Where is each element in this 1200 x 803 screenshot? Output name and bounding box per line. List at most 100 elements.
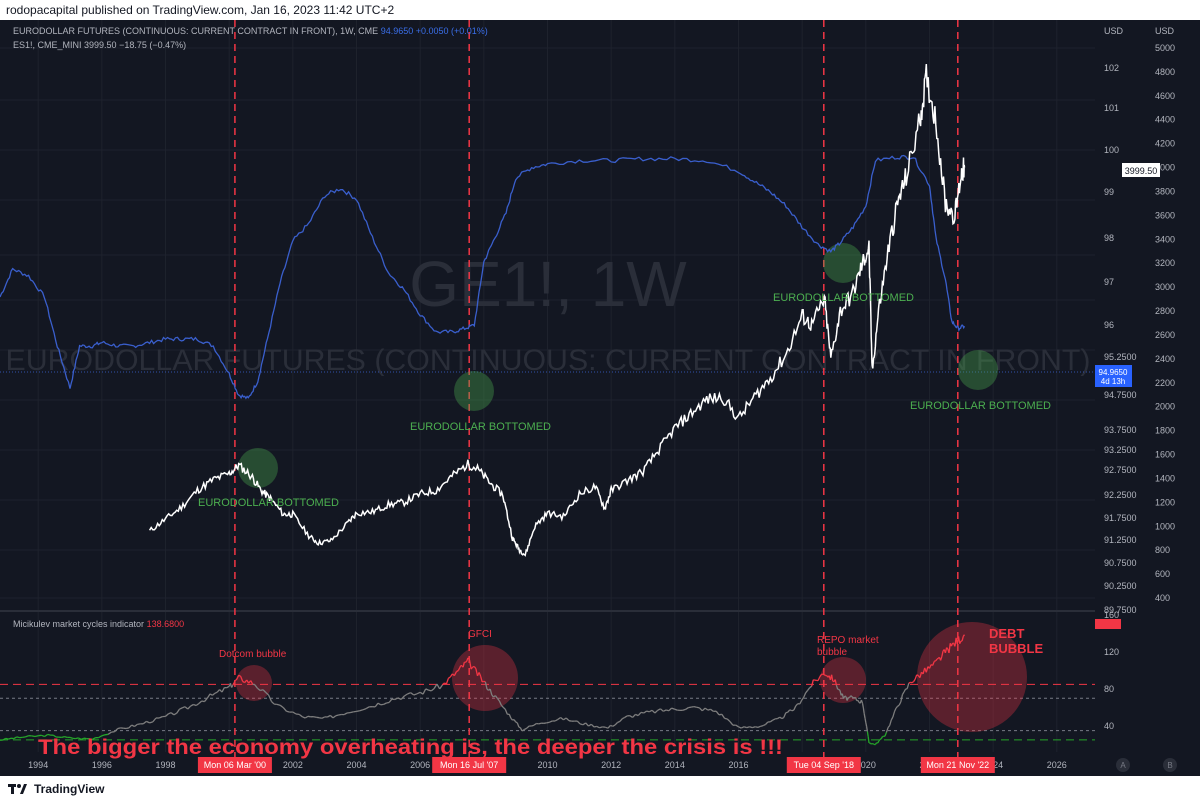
indicator-segment: [596, 725, 600, 729]
indicator-segment: [47, 733, 51, 736]
indicator-segment: [860, 699, 864, 704]
indicator-segment: [195, 702, 200, 707]
axis-tick-outer: 3600: [1155, 210, 1175, 220]
indicator-segment: [925, 666, 929, 673]
indicator-segment: [41, 734, 45, 738]
indicator-segment: [671, 707, 675, 710]
indicator-segment: [518, 726, 521, 729]
indicator-segment: [104, 733, 109, 736]
axis-tick-outer: 2400: [1155, 354, 1175, 364]
indicator-segment: [901, 691, 905, 696]
indicator-segment: [442, 682, 445, 686]
indicator-segment: [190, 703, 194, 707]
eurodollar-series: [0, 154, 966, 400]
indicator-segment: [861, 703, 865, 709]
indicator-segment: [478, 672, 482, 677]
legend-indicator-name: Micikulev market cycles indicator: [13, 619, 145, 629]
event-date-tag: [197, 757, 272, 773]
indicator-segment: [817, 676, 821, 681]
indicator-segment: [830, 674, 834, 682]
axis-tick-inner: 92.7500: [1104, 465, 1137, 475]
indicator-segment: [187, 705, 192, 710]
time-axis[interactable]: 1994199619982000200220042006200820102012…: [28, 757, 1067, 773]
bottom-highlight-circle: [958, 350, 998, 390]
chart-background: [0, 20, 1200, 776]
indicator-segment: [582, 722, 587, 726]
indicator-segment: [760, 724, 764, 727]
indicator-segment: [117, 727, 121, 730]
indicator-segment: [612, 724, 616, 727]
event-date-tag: [432, 757, 507, 773]
indicator-segment: [445, 678, 450, 685]
indicator-segment: [857, 699, 860, 703]
indicator-segment: [365, 706, 370, 710]
indicator-segment: [799, 699, 803, 705]
indicator-segment: [599, 726, 603, 729]
axis-tick-outer: 4800: [1155, 67, 1175, 77]
auto-scale-button[interactable]: [1116, 758, 1130, 772]
indicator-segment: [388, 698, 393, 703]
axis-unit-inner: USD: [1104, 26, 1124, 36]
indicator-segment: [307, 715, 311, 718]
axis-tick-outer: 800: [1155, 545, 1170, 555]
indicator-segment: [755, 726, 759, 729]
indicator-segment: [313, 716, 317, 718]
bubble-label-line2: bubble: [817, 647, 847, 658]
indicator-segment: [865, 722, 868, 727]
axis-tick-inner: 92.2500: [1104, 490, 1137, 500]
bubble-label-line1: REPO market: [817, 635, 879, 646]
legend-indicator[interactable]: Micikulev market cycles indicator 138.68…: [13, 619, 184, 629]
legend-es[interactable]: ES1!, CME_MINI 3999.50 −18.75 (−0.47%): [13, 40, 186, 50]
indicator-segment: [400, 695, 405, 700]
indicator-segment: [707, 708, 711, 711]
indicator-segment: [588, 723, 592, 727]
indicator-segment: [34, 735, 39, 738]
indicator-segment: [329, 714, 334, 719]
bottom-label: EURODOLLAR BOTTOMED: [198, 497, 339, 509]
indicator-segment: [513, 719, 517, 723]
time-tick: 2014: [665, 760, 685, 770]
indicator-segment: [660, 708, 664, 712]
indicator-segment: [64, 735, 68, 739]
indicator-segment: [746, 726, 750, 729]
indicator-segment: [524, 727, 528, 731]
indicator-segment: [617, 720, 621, 724]
indicator-segment: [819, 674, 822, 678]
grid: [0, 20, 1095, 752]
scale-buttons[interactable]: A B: [1116, 758, 1177, 772]
indicator-segment: [335, 714, 339, 717]
indicator-segment: [468, 659, 472, 670]
indicator-segment: [473, 666, 477, 669]
legend-main-values: 94.9650 +0.0050 (+0.01%): [380, 26, 488, 36]
indicator-segment: [674, 708, 678, 711]
indicator-segment: [614, 722, 618, 726]
indicator-segment: [430, 688, 435, 692]
time-tick: 1996: [92, 760, 112, 770]
legend-es-values: 3999.50 −18.75 (−0.47%): [84, 40, 187, 50]
indicator-segment: [838, 688, 841, 691]
indicator-segment: [865, 726, 869, 732]
bubble-highlight-circle: [820, 657, 866, 703]
legend-main[interactable]: EURODOLLAR FUTURES (CONTINUOUS: CURRENT …: [13, 26, 488, 36]
indicator-segment: [482, 680, 484, 683]
indicator-segment: [168, 712, 172, 715]
indicator-segment: [895, 705, 899, 709]
indicator-segment: [16, 736, 20, 739]
indicator-segment: [696, 706, 700, 709]
indicator-segment: [448, 676, 451, 679]
indicator-segment: [491, 694, 494, 698]
log-scale-button[interactable]: [1163, 758, 1177, 772]
es-last-value: 3999.50: [1125, 166, 1158, 176]
axis-tick-inner: 93.7500: [1104, 425, 1137, 435]
price-axis[interactable]: USD USD 102 101 100 99 98 97 96 95.2500 94.7500 93.…: [0, 20, 1200, 776]
indicator-segment: [484, 681, 488, 690]
indicator-segment: [134, 723, 138, 728]
indicator-segment: [704, 707, 709, 711]
indicator-segment: [179, 707, 183, 710]
indicator-segment: [232, 682, 235, 686]
indicator-segment: [494, 695, 498, 699]
indicator-segment: [89, 738, 93, 741]
indicator-segment: [377, 702, 382, 706]
indicator-segment: [682, 708, 686, 711]
